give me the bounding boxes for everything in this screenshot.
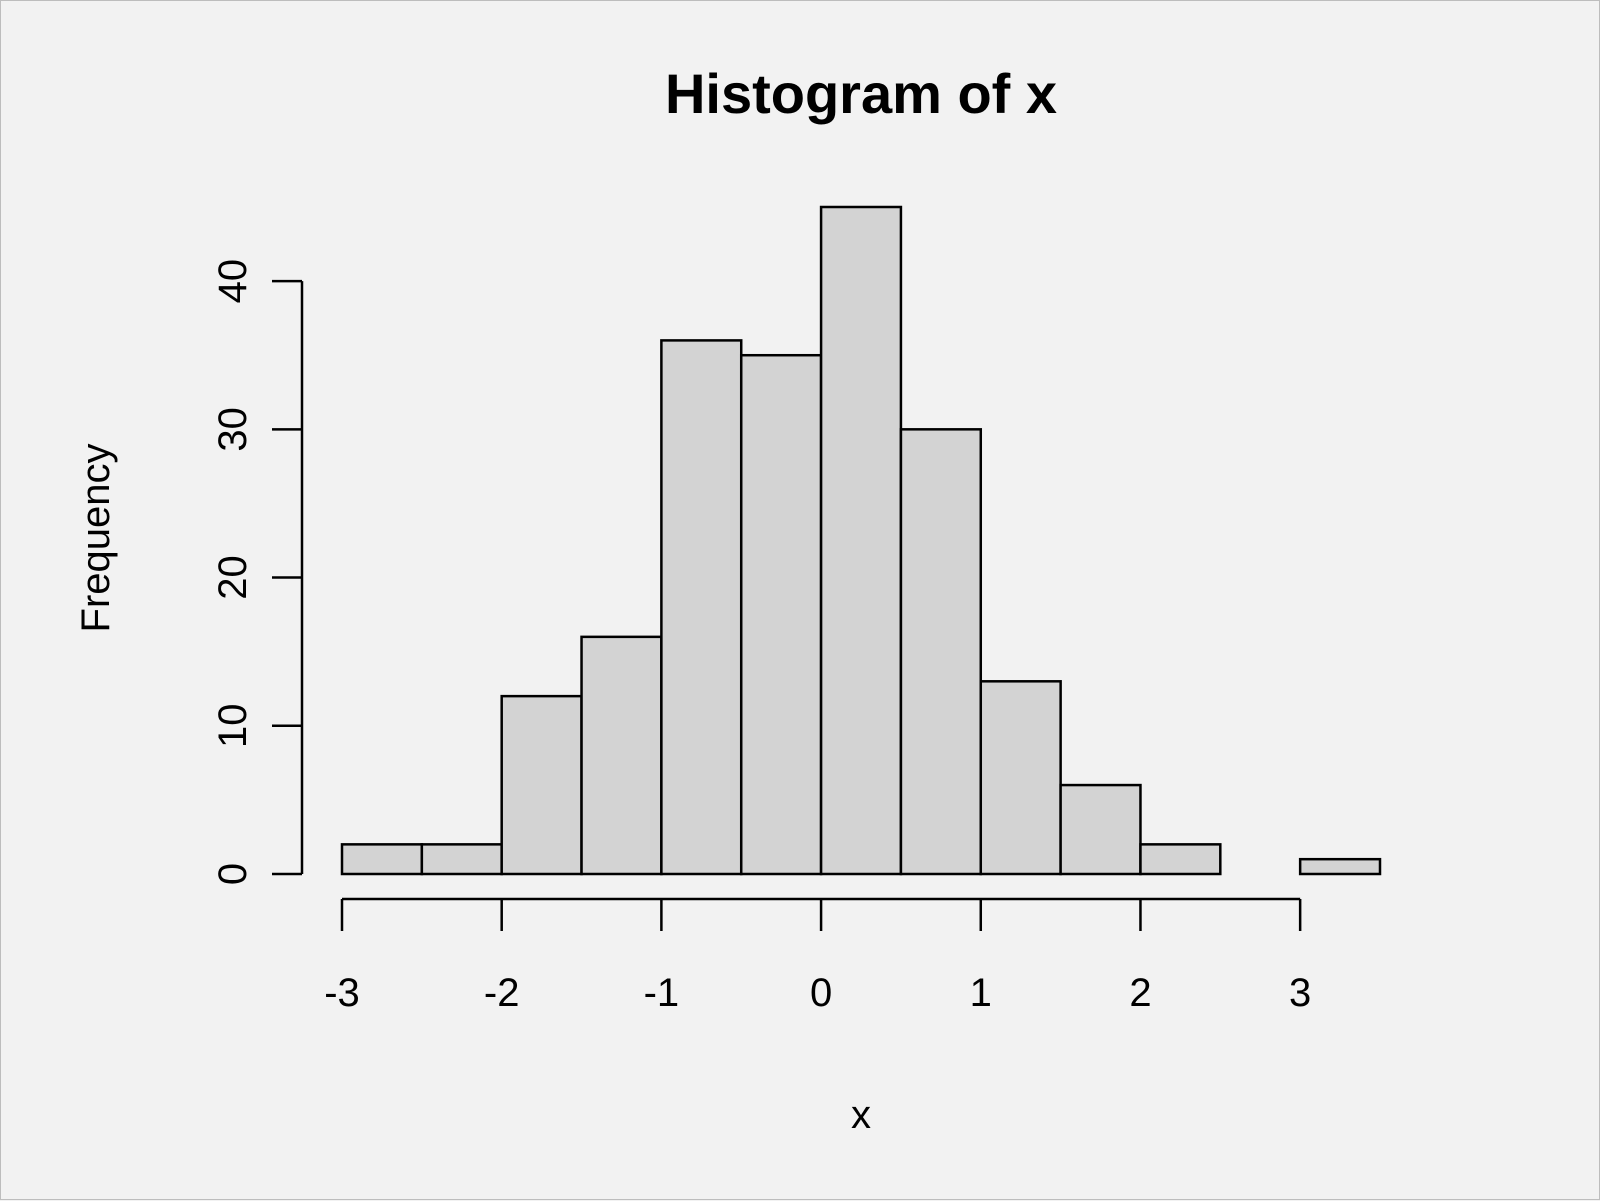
histogram-bar-8: [979, 680, 1062, 876]
x-tick-label-3: 0: [810, 971, 832, 1015]
x-tick-label-5: 2: [1129, 971, 1151, 1015]
histogram-bars: [340, 205, 1382, 876]
x-tick-label-4: 1: [970, 971, 992, 1015]
x-axis-label: x: [851, 1093, 871, 1137]
histogram-bar-6: [819, 205, 903, 876]
chart-title: Histogram of x: [665, 62, 1057, 125]
x-tick-label-6: 3: [1289, 971, 1311, 1015]
histogram-bar-5: [739, 353, 823, 876]
y-tick-label-4: 40: [211, 259, 255, 304]
y-axis: 0 10 20 30 40: [211, 259, 304, 885]
y-tick-label-3: 30: [211, 407, 255, 452]
histogram-bar-4: [660, 339, 743, 876]
histogram-bar-9: [1059, 783, 1142, 876]
histogram-bar-1: [420, 843, 503, 876]
x-tick-label-2: -1: [644, 971, 680, 1015]
y-axis-label: Frequency: [74, 444, 118, 633]
x-tick-label-1: -2: [484, 971, 520, 1015]
histogram-bar-3: [580, 635, 663, 876]
histogram-bar-12: [1298, 857, 1382, 876]
histogram-bar-7: [899, 428, 983, 876]
x-axis: -3 -2 -1 0 1 2 3: [324, 897, 1311, 1015]
y-tick-label-2: 20: [211, 555, 255, 600]
histogram-bar-10: [1139, 843, 1222, 876]
histogram-bar-0: [340, 843, 424, 876]
x-tick-label-0: -3: [324, 971, 360, 1015]
y-tick-label-0: 0: [211, 863, 255, 885]
histogram-bar-2: [500, 694, 583, 876]
y-tick-label-1: 10: [211, 704, 255, 749]
